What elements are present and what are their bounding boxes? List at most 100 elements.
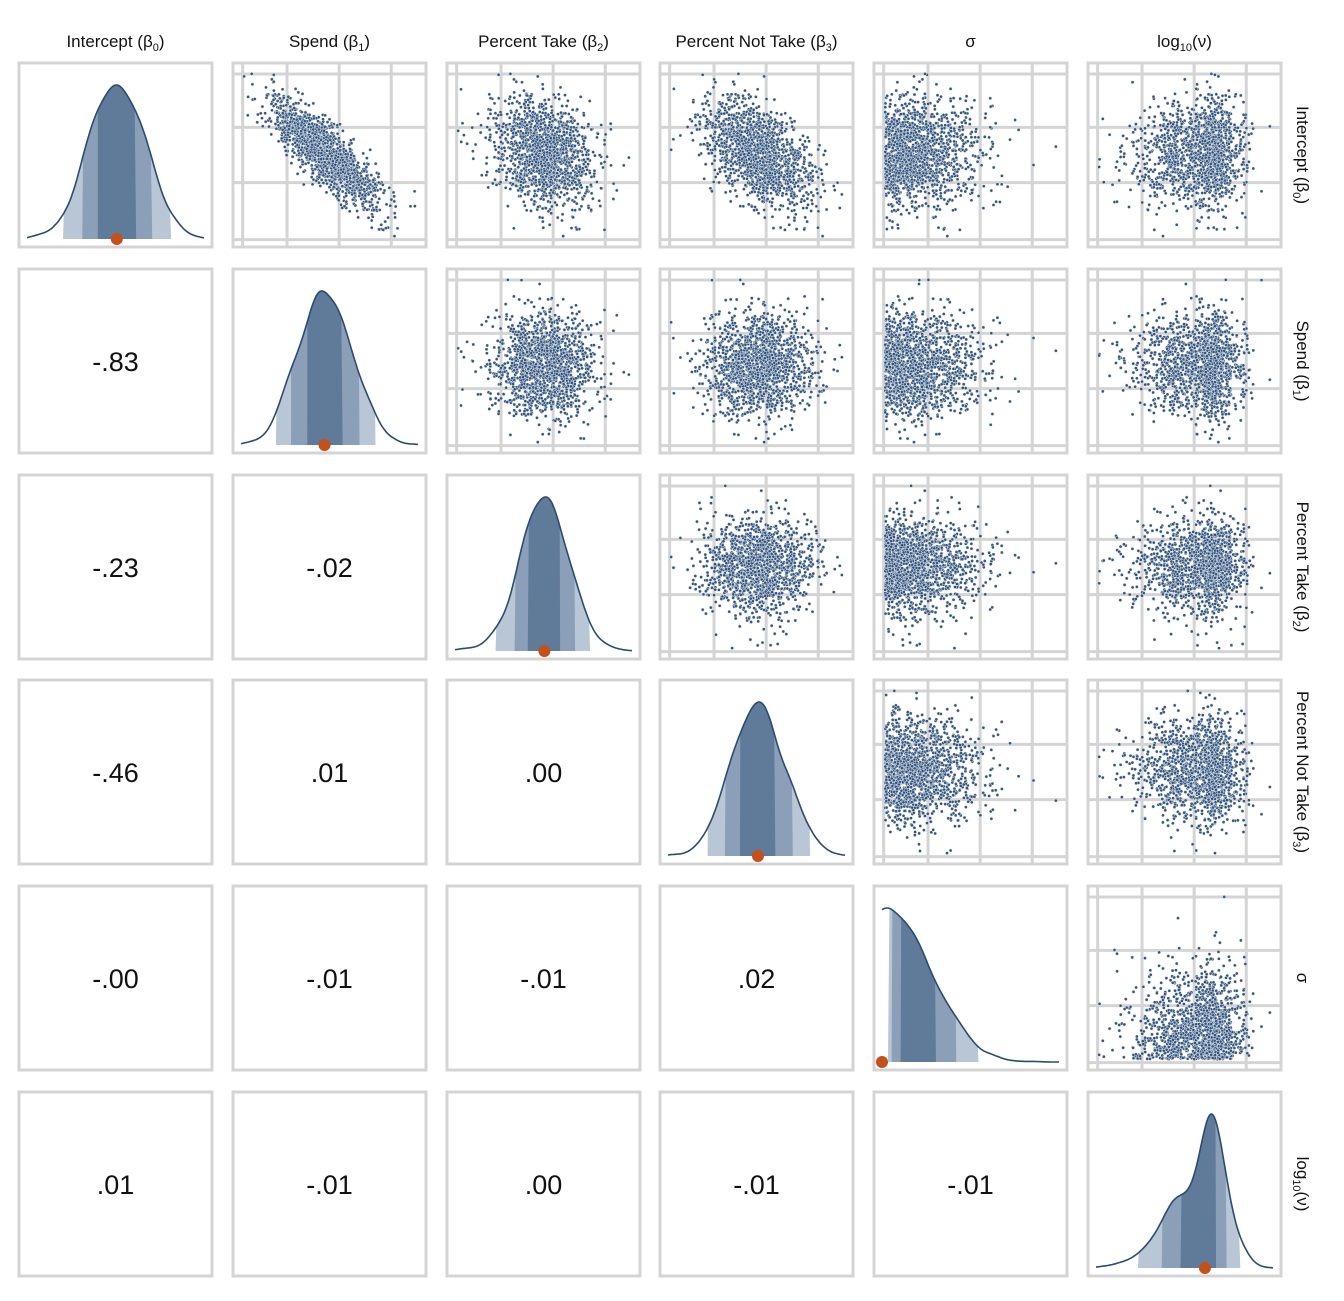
scatter-point [737,124,740,127]
scatter-point [919,190,922,193]
scatter-point [748,162,751,165]
scatter-point [824,149,827,152]
scatter-point [734,148,737,151]
scatter-point [556,172,559,175]
scatter-point [285,154,288,157]
scatter-point [577,142,580,145]
scatter-point [752,115,755,118]
scatter-point [521,154,524,157]
scatter-point [704,124,707,127]
scatter-point [785,150,788,153]
scatter-point [261,105,264,108]
scatter-point [773,148,776,151]
scatter-point [574,156,577,159]
scatter-point [270,102,273,105]
scatter-point [534,128,537,131]
scatter-point [734,189,737,192]
scatter-point [493,156,496,159]
scatter-point [513,114,516,117]
scatter-point [348,210,351,213]
scatter-point [570,120,573,123]
scatter-point [736,102,739,105]
scatter-point [763,75,766,78]
scatter-point [542,226,545,229]
scatter-point [538,105,541,108]
scatter-point [303,120,306,123]
scatter-point [698,153,701,156]
scatter-point [536,75,539,78]
scatter-point [247,95,250,98]
scatter-point [699,143,702,146]
scatter-point [800,200,803,203]
scatter-point [810,199,813,202]
scatter-point [315,123,318,126]
scatter-point [537,188,540,191]
scatter-point [261,125,264,128]
scatter-point [270,109,273,112]
scatter-point [576,174,579,177]
scatter-point [706,142,709,145]
scatter-point [769,192,772,195]
scatter-point [1006,185,1009,188]
scatter-point [811,175,814,178]
scatter-point [291,130,294,133]
scatter-point [782,151,785,154]
scatter-point [338,140,341,143]
scatter-point [778,208,781,211]
scatter-point [499,181,502,184]
scatter-point [527,185,530,188]
scatter-point [348,147,351,150]
scatter-point [513,117,516,120]
scatter-point [352,181,355,184]
scatter-point [723,170,726,173]
scatter-point [549,181,552,184]
scatter-point [672,87,675,90]
scatter-point [293,151,296,154]
scatter-point [757,212,760,215]
scatter-point [511,182,514,185]
scatter-point [825,163,828,166]
scatter-point [737,142,740,145]
scatter-point [945,135,948,138]
scatter-point [558,196,561,199]
scatter-point [484,136,487,139]
scatter-point [746,129,749,132]
scatter-point [495,131,498,134]
scatter-point [739,153,742,156]
scatter-point [343,205,346,208]
scatter-point [334,163,337,166]
scatter-point [756,151,759,154]
scatter-point [730,160,733,163]
scatter-point [281,128,284,131]
scatter-point [374,189,377,192]
scatter-point [544,124,547,127]
scatter-point [524,106,527,109]
scatter-point [802,194,805,197]
scatter-point [747,138,750,141]
scatter-point [698,123,701,126]
scatter-point [338,161,341,164]
header-suffix: (ν) [1192,32,1212,51]
scatter-point [600,123,603,126]
scatter-point [541,220,544,223]
scatter-point [710,152,713,155]
scatter-point [808,140,811,143]
scatter-point [562,130,565,133]
scatter-point [541,87,544,90]
scatter-point [730,93,733,96]
scatter-point [513,128,516,131]
scatter-point [387,216,390,219]
scatter-point [393,235,396,238]
row-label: Intercept (β [1293,106,1312,193]
scatter-point [345,200,348,203]
scatter-point [728,117,731,120]
scatter-point [289,120,292,123]
scatter-point [520,118,523,121]
scatter-point [552,171,555,174]
scatter-point [761,200,764,203]
scatter-point [734,160,737,163]
scatter-point [935,83,938,86]
scatter-point [519,176,522,179]
scatter-point [543,99,546,102]
scatter-point [801,143,804,146]
